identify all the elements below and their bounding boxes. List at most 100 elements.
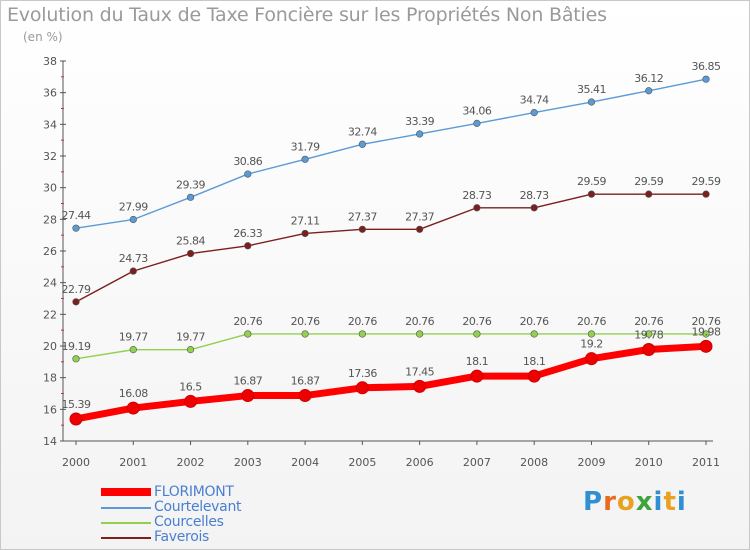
data-label: 17.45 [405, 365, 434, 378]
data-point [126, 401, 140, 415]
data-point [244, 330, 252, 338]
data-label: 19.2 [580, 338, 603, 351]
data-label: 25.84 [176, 235, 205, 248]
data-point [416, 330, 424, 338]
data-point [530, 204, 538, 212]
logo-letter: i [653, 487, 664, 517]
data-label: 29.59 [692, 175, 721, 188]
x-tick-label: 2010 [635, 456, 663, 469]
data-label: 17.36 [348, 367, 377, 380]
data-label: 27.99 [119, 200, 148, 213]
data-point [186, 193, 195, 201]
data-label: 33.39 [405, 115, 434, 128]
data-label: 28.73 [462, 189, 491, 202]
data-label: 20.76 [692, 315, 721, 328]
legend-label-courtelevant: Courtelevant [154, 499, 242, 515]
data-point [358, 140, 366, 148]
data-label: 29.59 [634, 175, 663, 188]
data-point [186, 249, 195, 258]
data-label: 19.78 [634, 328, 663, 341]
y-tick-label: 38 [43, 55, 57, 68]
data-point [358, 330, 366, 338]
x-tick-label: 2009 [577, 456, 605, 469]
data-point [184, 394, 198, 408]
x-tick-label: 2005 [348, 456, 376, 469]
y-tick-label: 24 [43, 277, 57, 290]
data-point [129, 215, 137, 224]
series-line-florimont [72, 342, 710, 423]
data-label: 20.76 [634, 315, 663, 328]
data-point [473, 330, 481, 338]
chart-title: Evolution du Taux de Taxe Foncière sur l… [7, 4, 607, 26]
data-label: 29.39 [176, 178, 205, 191]
y-tick-label: 22 [43, 308, 57, 321]
x-tick-label: 2007 [463, 456, 491, 469]
legend-swatch-faverois [101, 537, 151, 539]
data-point [642, 342, 656, 356]
logo-letter: o [616, 487, 636, 517]
data-label: 20.76 [462, 315, 491, 328]
data-label: 35.41 [577, 83, 606, 96]
x-tick-label: 2004 [291, 456, 319, 469]
legend-label-faverois: Faverois [154, 529, 210, 545]
data-point [301, 330, 309, 338]
data-point [699, 339, 713, 353]
data-label: 24.73 [119, 252, 148, 265]
data-point [530, 330, 538, 338]
data-point [470, 369, 484, 383]
data-label: 20.76 [577, 315, 606, 328]
data-point [72, 355, 80, 363]
data-point [416, 225, 424, 233]
data-point [702, 190, 710, 198]
data-point [301, 229, 309, 238]
y-tick-label: 16 [43, 403, 57, 416]
data-label: 31.79 [291, 140, 320, 153]
data-label: 36.85 [692, 60, 721, 73]
data-label: 18.1 [466, 355, 489, 368]
data-point [527, 369, 541, 383]
legend-label-florimont: FLORIMONT [154, 484, 234, 500]
data-point [645, 330, 653, 338]
data-label: 27.37 [405, 210, 434, 223]
y-tick-label: 36 [43, 87, 57, 100]
y-tick-label: 26 [43, 245, 57, 258]
data-label: 22.79 [62, 283, 91, 296]
y-tick-label: 14 [43, 435, 57, 448]
data-label: 34.06 [462, 104, 491, 117]
data-label: 20.76 [233, 315, 262, 328]
data-label: 29.59 [577, 175, 606, 188]
logo-letter: P [583, 487, 604, 517]
y-tick-label: 30 [43, 182, 57, 195]
data-label: 15.39 [62, 398, 91, 411]
data-point [645, 87, 653, 95]
data-label: 26.33 [233, 227, 262, 240]
data-label: 32.74 [348, 125, 377, 138]
data-label: 34.74 [520, 94, 549, 107]
y-tick-label: 20 [43, 340, 57, 353]
logo-letter: r [603, 487, 617, 517]
data-label: 30.86 [233, 155, 262, 168]
data-point [702, 330, 710, 338]
y-tick-label: 28 [43, 213, 57, 226]
series-line-courtelevant [75, 78, 707, 229]
data-point [129, 346, 137, 354]
data-point [413, 379, 427, 393]
x-tick-label: 2002 [177, 456, 205, 469]
y-tick-label: 34 [43, 118, 57, 131]
series-line-courcelles [75, 333, 707, 360]
data-point [473, 204, 481, 212]
data-label: 28.73 [520, 189, 549, 202]
series-line-faverois [75, 193, 707, 303]
data-label: 36.12 [634, 72, 663, 85]
data-label: 19.19 [62, 340, 91, 353]
data-label: 16.87 [233, 375, 262, 388]
data-label: 27.44 [62, 209, 91, 222]
data-label: 20.76 [520, 315, 549, 328]
y-tick-label: 32 [43, 150, 57, 163]
data-point [584, 352, 598, 366]
data-point [244, 242, 252, 250]
data-label: 20.76 [405, 315, 434, 328]
data-label: 27.37 [348, 210, 377, 223]
data-point [301, 155, 309, 163]
data-point [355, 381, 369, 395]
